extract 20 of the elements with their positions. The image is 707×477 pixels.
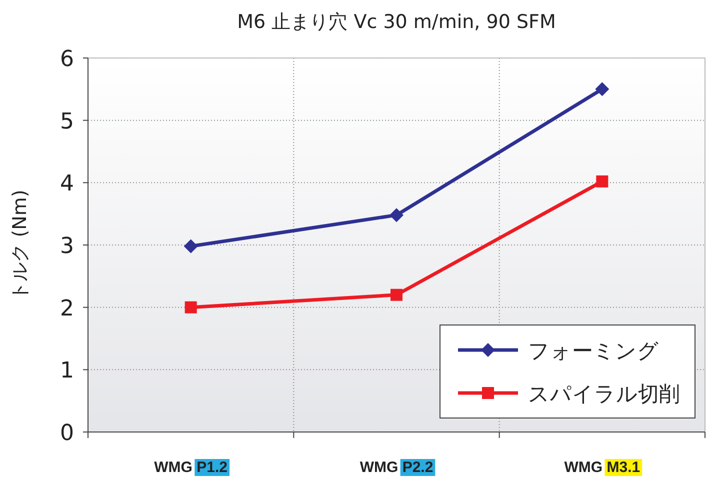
y-tick-label: 6 (60, 47, 74, 72)
legend-label: スパイラル切削 (528, 382, 680, 406)
point (184, 239, 198, 254)
y-tick-label: 3 (60, 234, 74, 259)
point (595, 82, 610, 96)
x-tick-label: WMG P2.2 (360, 459, 434, 476)
legend-label: フォーミング (528, 339, 659, 363)
point (184, 301, 197, 314)
y-axis-title: トルク (Nm) (9, 190, 31, 300)
y-tick-label: 5 (60, 109, 74, 134)
y-tick-label: 0 (60, 421, 74, 446)
point (390, 288, 402, 301)
y-tick-label: 1 (60, 358, 74, 384)
chart-title: M6 止まり穴 Vc 30 m/min, 90 SFM (237, 11, 556, 33)
x-tick-label: WMG M3.1 (564, 459, 640, 476)
x-tick-label: WMG P1.2 (154, 459, 228, 476)
y-tick-label: 4 (60, 172, 74, 197)
y-tick-label: 2 (60, 296, 74, 322)
point (596, 175, 608, 188)
point (390, 208, 404, 222)
